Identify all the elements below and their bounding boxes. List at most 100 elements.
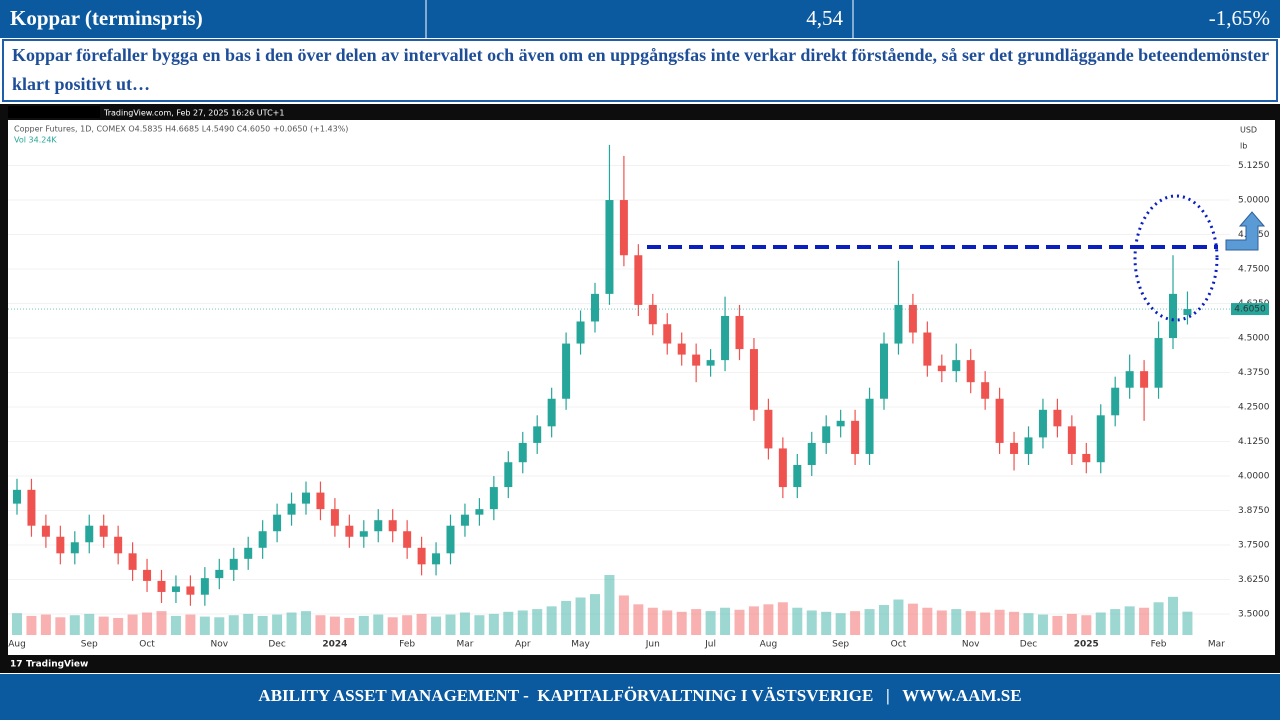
candle-body [1111, 387, 1120, 416]
x-tick-label: Aug [760, 640, 778, 650]
volume-bar [474, 615, 485, 635]
x-tick-label: Nov [962, 640, 980, 650]
y-tick-label: 3.7500 [1238, 541, 1270, 551]
volume-bar [879, 605, 889, 635]
y-tick-label: 4.2500 [1238, 403, 1270, 413]
candle-body [143, 569, 152, 581]
volume-bar [40, 614, 51, 635]
candle-body [981, 382, 990, 399]
up-arrow [1225, 211, 1266, 251]
volume-bar [387, 617, 398, 635]
candle-body [56, 536, 65, 554]
candle-body [908, 304, 917, 333]
candle-body [1140, 371, 1149, 388]
volume-bar [344, 617, 355, 635]
volume-bar [777, 602, 788, 635]
candle-body [1169, 293, 1177, 339]
candle-body [475, 509, 484, 515]
y-tick-label: 4.7500 [1238, 265, 1270, 275]
volume-bar [69, 615, 80, 635]
volume-bar [113, 617, 124, 635]
candle-body [1096, 415, 1105, 463]
volume-bar [199, 616, 210, 635]
volume-bar [1009, 611, 1020, 635]
volume-bar [647, 607, 658, 635]
volume-bar [561, 600, 572, 635]
volume-bar [1182, 611, 1193, 635]
volume-bar [416, 613, 427, 635]
candle-body [1024, 437, 1033, 454]
x-tick-label: Dec [1020, 640, 1037, 650]
candle-body [258, 531, 267, 548]
y-tick-label: 4.0000 [1238, 472, 1270, 482]
candle-body [186, 586, 195, 595]
candle-body [518, 442, 527, 463]
candle-body [388, 520, 397, 532]
candle-body [923, 332, 932, 366]
x-tick-label: Oct [139, 640, 155, 650]
candle-body [995, 398, 1004, 443]
candle-body [865, 398, 874, 454]
candle-body [576, 321, 585, 344]
y-tick-label: 4.1250 [1238, 437, 1270, 447]
last-price-label: 4.6050 [1234, 305, 1266, 315]
comment-wrap: Koppar förefaller bygga en bas i den öve… [12, 45, 1269, 94]
volume-bar [1139, 607, 1150, 635]
y-tick-label: 4.3750 [1238, 368, 1270, 378]
volume-bar [26, 615, 37, 635]
candle-body [432, 553, 441, 565]
x-tick-label: Jul [704, 640, 716, 650]
candle-body [648, 304, 657, 325]
volume-bar [734, 609, 745, 635]
volume-bar [503, 611, 514, 635]
info: Copper Futures, 1D, COMEX O4.5835 H4.668… [14, 125, 348, 134]
candle-body [851, 420, 860, 454]
candle-body [85, 525, 94, 543]
candle-body [1183, 309, 1192, 315]
candle-body [330, 509, 339, 526]
candle-body [359, 531, 368, 537]
volume-bar [792, 607, 803, 635]
y-tick-label: 3.6250 [1238, 575, 1270, 585]
candle-body [822, 426, 831, 443]
volume-bar [459, 612, 470, 635]
volume-bar [835, 613, 846, 635]
volume-bar [127, 614, 138, 635]
candle-body [619, 200, 628, 256]
candle-body [836, 420, 845, 427]
volume-bar [951, 609, 962, 635]
volume-bar [55, 617, 66, 635]
candle-body [374, 520, 383, 532]
candle-body [591, 293, 599, 322]
y-tick-label: 5.0000 [1238, 196, 1270, 206]
volume-bar [864, 609, 875, 635]
volume-bar [257, 615, 268, 635]
candle-body [41, 525, 50, 537]
footer-bar [0, 674, 1280, 720]
volume-bar [662, 610, 673, 635]
volume-bar [329, 616, 340, 635]
header-title: Koppar (terminspris) [10, 6, 203, 30]
volume-bar [84, 613, 95, 635]
volume-bar [691, 609, 702, 635]
candle-body [764, 409, 773, 449]
candle-body [302, 492, 310, 504]
x-tick-label: Apr [515, 640, 531, 650]
brand: TradingView [26, 660, 88, 670]
volume-bar [532, 609, 543, 635]
highlight-ellipse [1133, 194, 1219, 322]
volume-bar [517, 610, 528, 635]
candle-body [446, 525, 455, 554]
header-price: 4,54 [806, 6, 843, 30]
candle-body [99, 525, 108, 537]
candle-body [547, 398, 556, 427]
volume-bar [286, 612, 297, 635]
candle-body [1053, 409, 1062, 427]
volume-bar [575, 597, 586, 635]
candle-body [1010, 442, 1019, 454]
x-tick-label: Nov [211, 640, 229, 650]
candle-body [504, 462, 513, 488]
volume-bar [185, 614, 196, 635]
volume-bar [156, 611, 167, 635]
volume-bar [618, 595, 629, 635]
